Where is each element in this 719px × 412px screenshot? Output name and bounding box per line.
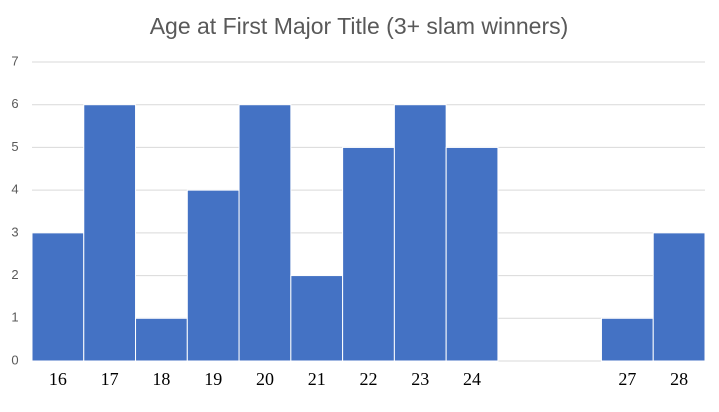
- x-tick-label: 18: [152, 369, 170, 389]
- x-tick-label: 16: [49, 369, 67, 389]
- x-tick-label: 24: [463, 369, 481, 389]
- y-tick-label: 2: [11, 267, 18, 282]
- x-tick-label: 20: [256, 369, 274, 389]
- x-tick-label: 28: [670, 369, 688, 389]
- bar: [342, 146, 395, 362]
- x-tick-label: 19: [204, 369, 222, 389]
- x-tick-label: 21: [308, 369, 326, 389]
- bar: [445, 146, 499, 362]
- x-tick-label: 23: [411, 369, 429, 389]
- bar: [83, 104, 137, 362]
- x-tick-label: 22: [360, 369, 378, 389]
- bar: [186, 189, 240, 362]
- y-tick-label: 0: [11, 352, 18, 367]
- bar: [652, 232, 706, 362]
- bar: [600, 317, 654, 362]
- y-tick-label: 3: [11, 224, 18, 239]
- bar: [393, 104, 447, 362]
- y-tick-label: 7: [11, 53, 18, 68]
- bar: [31, 232, 85, 362]
- x-tick-label: 27: [618, 369, 636, 389]
- y-tick-label: 1: [11, 310, 18, 325]
- y-tick-label: 5: [11, 139, 18, 154]
- y-tick-label: 4: [11, 182, 18, 197]
- y-tick-label: 6: [11, 96, 18, 111]
- bar: [135, 317, 188, 362]
- bar: [290, 275, 344, 362]
- bar: [238, 104, 292, 362]
- chart-title: Age at First Major Title (3+ slam winner…: [150, 13, 569, 39]
- x-tick-label: 17: [101, 369, 119, 389]
